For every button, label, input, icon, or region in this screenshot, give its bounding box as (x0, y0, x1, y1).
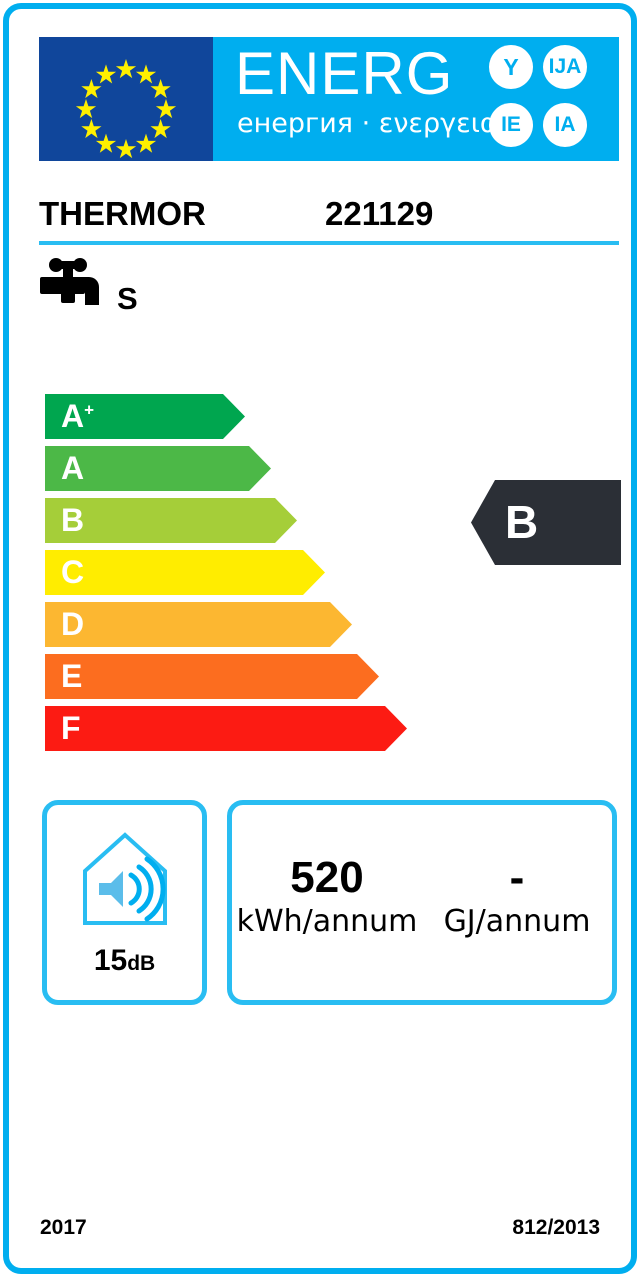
efficiency-scale: A+ A B C (45, 394, 445, 752)
scale-bar-f (45, 706, 407, 751)
energy-column-kwh: 520 kWh/annum (232, 853, 422, 941)
energy-kwh-unit: kWh/annum (236, 904, 418, 939)
footer-regulation: 812/2013 (512, 1216, 600, 1239)
circle-badge-ie: IE (489, 103, 533, 147)
scale-bar-b (45, 498, 297, 543)
load-profile-row: S (39, 257, 339, 319)
selected-class-letter: B (505, 496, 539, 548)
header-divider (39, 241, 619, 245)
scale-row-f: F (45, 706, 445, 751)
scale-label-f: F (61, 710, 81, 746)
label-frame: ENERG енергия · ενεργεια Y IJA IE IA THE… (3, 3, 637, 1274)
scale-row-a: A (45, 446, 445, 491)
scale-row-b: B (45, 498, 445, 543)
scale-label-b: B (61, 502, 85, 538)
energ-band: ENERG енергия · ενεργεια Y IJA IE IA (213, 37, 619, 161)
class-marker-arrow (471, 480, 621, 565)
scale-bar-a (45, 446, 271, 491)
energy-kwh-value: 520 (290, 853, 364, 902)
noise-unit: dB (127, 952, 156, 975)
noise-box: 15dB (42, 800, 207, 1005)
scale-bar-c (45, 550, 325, 595)
noise-value: 15dB (47, 944, 202, 978)
scale-bar-a-plus (45, 394, 245, 439)
energ-wordmark: ENERG (235, 40, 454, 107)
circle-badge-ia: IA (543, 103, 587, 147)
scale-label-a-plus: A+ (61, 398, 95, 434)
brand-name: THERMOR (39, 195, 206, 232)
scale-row-e: E (45, 654, 445, 699)
scale-row-d: D (45, 602, 445, 647)
noise-house-icon (77, 827, 173, 936)
scale-bar-e (45, 654, 379, 699)
scale-label-c: C (61, 554, 85, 590)
eu-flag-icon (39, 37, 213, 161)
model-number: 221129 (325, 195, 434, 232)
circle-badge-ija: IJA (543, 45, 587, 89)
noise-number: 15 (93, 944, 128, 977)
brand-row: THERMOR 221129 (39, 195, 619, 241)
energy-columns: 520 kWh/annum - GJ/annum (232, 853, 612, 941)
energy-gj-unit: GJ/annum (443, 904, 591, 939)
scale-row-c: C (45, 550, 445, 595)
energy-consumption-box: 520 kWh/annum - GJ/annum (227, 800, 617, 1005)
selected-class-marker: B (471, 480, 621, 565)
scale-label-a: A (61, 450, 85, 486)
label-header: ENERG енергия · ενεργεια Y IJA IE IA (39, 37, 619, 161)
footer-year: 2017 (40, 1216, 87, 1239)
scale-row-a-plus: A+ (45, 394, 445, 439)
load-profile-letter: S (117, 281, 138, 316)
energy-column-gj: - GJ/annum (422, 853, 612, 941)
tap-icon (39, 257, 105, 314)
scale-label-d: D (61, 606, 85, 642)
language-circles: Y IJA IE IA (487, 45, 607, 153)
energy-gj-value: - (509, 853, 525, 902)
scale-bar-d (45, 602, 352, 647)
energ-subtitle: енергия · ενεργεια (237, 108, 498, 139)
scale-label-e: E (61, 658, 83, 694)
circle-badge-y: Y (489, 45, 533, 89)
eu-stars-icon (75, 59, 177, 159)
